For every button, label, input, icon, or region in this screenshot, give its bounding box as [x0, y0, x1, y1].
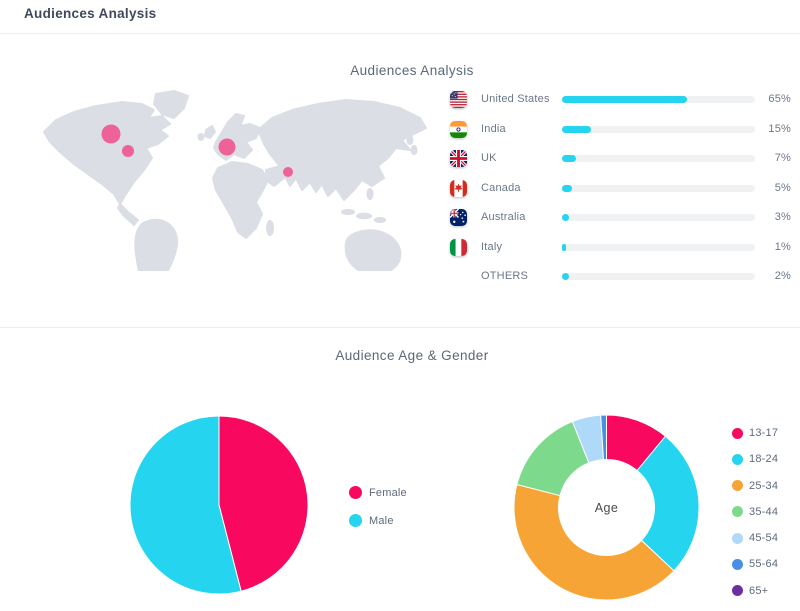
country-row: United States 65% — [450, 91, 791, 108]
legend-dot-icon — [732, 427, 743, 439]
gender-slice-male[interactable] — [129, 415, 242, 595]
legend-item-25-34[interactable]: 25-34 — [732, 480, 778, 492]
legend-label: Female — [369, 486, 407, 499]
country-bar-track — [562, 155, 755, 162]
legend-dot-icon — [349, 486, 362, 499]
legend-item-18-24[interactable]: 18-24 — [732, 453, 778, 465]
country-bar-track — [562, 125, 755, 133]
country-row: Italy 1% — [450, 238, 791, 256]
au-flag-icon — [450, 209, 467, 226]
age-gender-card-title: Audience Age & Gender — [335, 348, 489, 363]
audiences-card-title: Audiences Analysis — [350, 63, 474, 78]
country-bar-fill[interactable] — [562, 184, 572, 192]
map-marker-canada[interactable] — [101, 124, 121, 144]
legend-label: 18-24 — [749, 453, 779, 466]
map-land — [43, 90, 427, 271]
country-bar-fill[interactable] — [562, 243, 566, 251]
legend-label: 55-64 — [749, 558, 779, 571]
country-row: UK 7% — [450, 150, 791, 167]
legend-item-male[interactable]: Male — [349, 514, 407, 527]
legend-item-55-64[interactable]: 55-64 — [732, 558, 778, 570]
country-label: Italy — [481, 240, 503, 253]
legend-label: Male — [369, 514, 394, 527]
country-bar-fill[interactable] — [562, 96, 688, 103]
country-percent: 15% — [768, 122, 791, 135]
country-label: Australia — [481, 211, 526, 223]
legend-dot-icon — [732, 558, 743, 570]
legend-dot-icon — [732, 453, 743, 465]
country-label: India — [481, 122, 506, 135]
country-percent: 65% — [768, 93, 791, 105]
map-marker-united-states[interactable] — [122, 145, 134, 157]
country-bar-track — [562, 96, 755, 103]
legend-label: 45-54 — [749, 532, 779, 545]
age-slice-18-24[interactable] — [636, 435, 700, 572]
country-percent: 1% — [774, 240, 791, 253]
country-bar-fill[interactable] — [562, 125, 591, 133]
legend-dot-icon — [732, 585, 743, 597]
ca-flag-icon — [450, 179, 467, 197]
country-label: Canada — [481, 181, 521, 194]
legend-dot-icon — [732, 532, 743, 544]
map-marker-europe[interactable] — [218, 138, 236, 156]
legend-dot-icon — [732, 506, 743, 518]
country-bar-track — [562, 243, 755, 251]
legend-label: 25-34 — [749, 479, 779, 492]
gender-legend: Female Male — [349, 486, 407, 542]
country-bar-fill[interactable] — [562, 273, 569, 280]
page-title: Audiences Analysis — [24, 6, 157, 21]
legend-label: 13-17 — [749, 427, 779, 439]
country-label: UK — [481, 152, 497, 164]
country-percent: 3% — [774, 211, 791, 223]
country-bar-fill[interactable] — [562, 155, 576, 162]
legend-item-45-54[interactable]: 45-54 — [732, 532, 778, 544]
age-slice-55-64[interactable] — [600, 414, 607, 461]
country-bar-fill[interactable] — [562, 214, 569, 221]
country-row: Australia 3% — [450, 209, 791, 226]
age-donut-center-label: Age — [595, 501, 618, 515]
country-percent: 5% — [774, 181, 791, 194]
country-bar-track — [562, 184, 755, 192]
gb-flag-icon — [450, 150, 467, 167]
country-row: Canada 5% — [450, 179, 791, 197]
country-label: United States — [481, 93, 550, 105]
age-slice-25-34[interactable] — [513, 483, 675, 601]
country-row: India 15% — [450, 120, 791, 138]
legend-item-13-17[interactable]: 13-17 — [732, 427, 778, 439]
legend-item-65+[interactable]: 65+ — [732, 585, 778, 597]
legend-item-35-44[interactable]: 35-44 — [732, 506, 778, 518]
map-markers — [101, 124, 293, 177]
legend-item-female[interactable]: Female — [349, 486, 407, 499]
legend-label: 65+ — [749, 584, 769, 597]
section-divider — [0, 327, 800, 328]
legend-dot-icon — [732, 480, 743, 492]
age-legend: 13-17 18-24 25-34 35-44 45-54 55-64 65+ — [732, 427, 778, 611]
legend-label: 35-44 — [749, 505, 779, 518]
legend-dot-icon — [349, 514, 362, 527]
country-percent: 2% — [774, 270, 791, 282]
country-bar-track — [562, 214, 755, 221]
gender-slice-female[interactable] — [218, 415, 309, 592]
in-flag-icon — [450, 120, 467, 138]
it-flag-icon — [450, 238, 467, 256]
country-bar-track — [562, 273, 755, 280]
age-donut-chart: Age — [513, 414, 700, 601]
country-percent: 7% — [774, 152, 791, 164]
map-marker-india[interactable] — [283, 167, 293, 177]
us-flag-icon — [450, 91, 467, 108]
country-row: OTHERS 2% — [450, 268, 791, 285]
header-divider — [0, 33, 800, 34]
country-label: OTHERS — [481, 270, 529, 282]
gender-pie-chart — [129, 415, 309, 595]
world-map — [43, 90, 427, 271]
